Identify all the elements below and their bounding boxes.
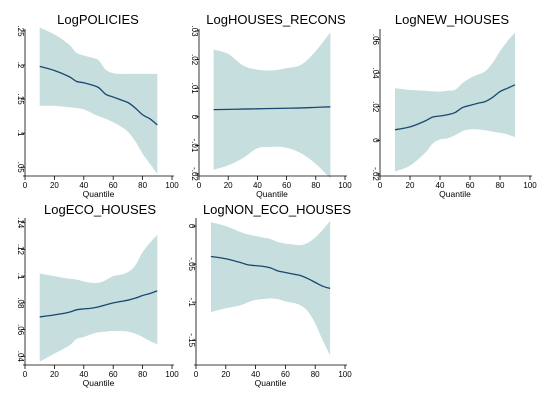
- x-tick-label: 60: [109, 370, 118, 379]
- y-tick-label: .03: [190, 25, 199, 37]
- coefficient-line: [394, 84, 516, 131]
- coefficient-line: [39, 65, 158, 126]
- y-tick-label: 0: [187, 224, 196, 229]
- confidence-band: [39, 27, 158, 174]
- confidence-band: [210, 220, 331, 356]
- chart-panel-3: -.020.02.04.060 20 40 60 80 100QuantileLogNEW…: [371, 12, 537, 199]
- y-tick-label: .1: [16, 130, 25, 137]
- x-tick-label: 100: [165, 370, 179, 379]
- x-tick-label: 60: [281, 370, 290, 379]
- confidence-band: [39, 234, 158, 362]
- x-tick-label: 20: [406, 181, 415, 190]
- y-tick-label: .15: [16, 94, 25, 106]
- y-tick-label: .04: [16, 351, 25, 363]
- y-tick-label: .06: [371, 34, 380, 46]
- x-tick-label: 60: [466, 181, 475, 190]
- panel-title: LogECO_HOUSES: [44, 202, 156, 217]
- y-tick-label: .2: [16, 62, 25, 69]
- panel-title: LogPOLICIES: [57, 12, 139, 27]
- x-tick-label: 20: [221, 370, 230, 379]
- y-tick-label: -.01: [190, 139, 199, 153]
- coefficient-line: [39, 290, 158, 318]
- x-tick-label: 60: [109, 181, 118, 190]
- x-tick-label: 0: [197, 181, 202, 190]
- x-tick-label: 100: [338, 370, 352, 379]
- chart-panel-5: -.15 -.1 -.05 0 0 20 40 60 80 100 Quantile LogNON_E…: [187, 202, 352, 388]
- x-tick-label: 20: [50, 370, 59, 379]
- y-tick-label: .1: [16, 273, 25, 280]
- y-tick-label: .25: [16, 25, 25, 37]
- y-tick-label: -.02: [371, 167, 380, 181]
- x-tick-label: 80: [496, 181, 505, 190]
- y-tick-label: .14: [16, 217, 25, 229]
- x-axis-title: Quantile: [256, 189, 288, 199]
- x-tick-label: 80: [311, 370, 320, 379]
- x-tick-label: 80: [138, 181, 147, 190]
- y-tick-label: -.02: [190, 167, 199, 181]
- confidence-band: [395, 32, 515, 172]
- panel-title: LogNON_ECO_HOUSES: [203, 202, 351, 217]
- y-tick-label: .04: [371, 67, 380, 79]
- chart-panel-2: -.02 -.01 0 .01 .02 .03 0 20 40 60 80 100 Quantile Lo…: [190, 12, 352, 199]
- y-tick-label: .05: [16, 162, 25, 174]
- x-tick-label: 40: [253, 181, 262, 190]
- x-tick-label: 0: [378, 181, 383, 190]
- panel-title: LogHOUSES_RECONS: [206, 12, 346, 27]
- coefficient-line: [210, 255, 331, 290]
- y-tick-label: .08: [16, 297, 25, 309]
- x-axis-title: Quantile: [255, 378, 287, 388]
- x-tick-label: 60: [282, 181, 291, 190]
- y-tick-label: .02: [371, 101, 380, 113]
- x-axis-title: Quantile: [83, 189, 115, 199]
- x-tick-label: 100: [523, 181, 537, 190]
- x-tick-label: 20: [224, 181, 233, 190]
- x-tick-label: 20: [50, 181, 59, 190]
- x-tick-label: 0: [23, 181, 28, 190]
- y-tick-label: .01: [190, 83, 199, 95]
- x-tick-label: 100: [165, 181, 179, 190]
- x-tick-label: 40: [79, 370, 88, 379]
- y-tick-label: 0: [371, 138, 380, 143]
- x-tick-label: 80: [311, 181, 320, 190]
- confidence-band: [213, 32, 331, 179]
- coefficient-line: [213, 106, 331, 111]
- y-tick-label: .12: [16, 244, 25, 256]
- x-tick-label: 0: [23, 370, 28, 379]
- panel-title: LogNEW_HOUSES: [395, 12, 509, 27]
- y-tick-label: -.1: [187, 297, 196, 307]
- x-axis-title: Quantile: [83, 378, 115, 388]
- x-tick-label: 40: [436, 181, 445, 190]
- y-tick-label: -.15: [187, 333, 196, 347]
- y-tick-label: .02: [190, 54, 199, 66]
- x-tick-label: 40: [79, 181, 88, 190]
- x-tick-label: 40: [251, 370, 260, 379]
- x-axis-title: Quantile: [439, 189, 471, 199]
- y-tick-label: 0: [190, 115, 199, 120]
- x-tick-label: 100: [338, 181, 352, 190]
- chart-panel-1: .05 .1 .15 .2 .25 0 20 40 60 80 100 Quantile LogPOLI…: [16, 12, 179, 199]
- y-tick-label: .06: [16, 324, 25, 336]
- y-tick-label: -.05: [187, 257, 196, 271]
- x-tick-label: 80: [138, 370, 147, 379]
- x-tick-label: 0: [194, 370, 199, 379]
- chart-panel-4: .04 .06 .08 .1 .12 .14 0 20 40 60 80 100 Quantile Log…: [16, 202, 179, 388]
